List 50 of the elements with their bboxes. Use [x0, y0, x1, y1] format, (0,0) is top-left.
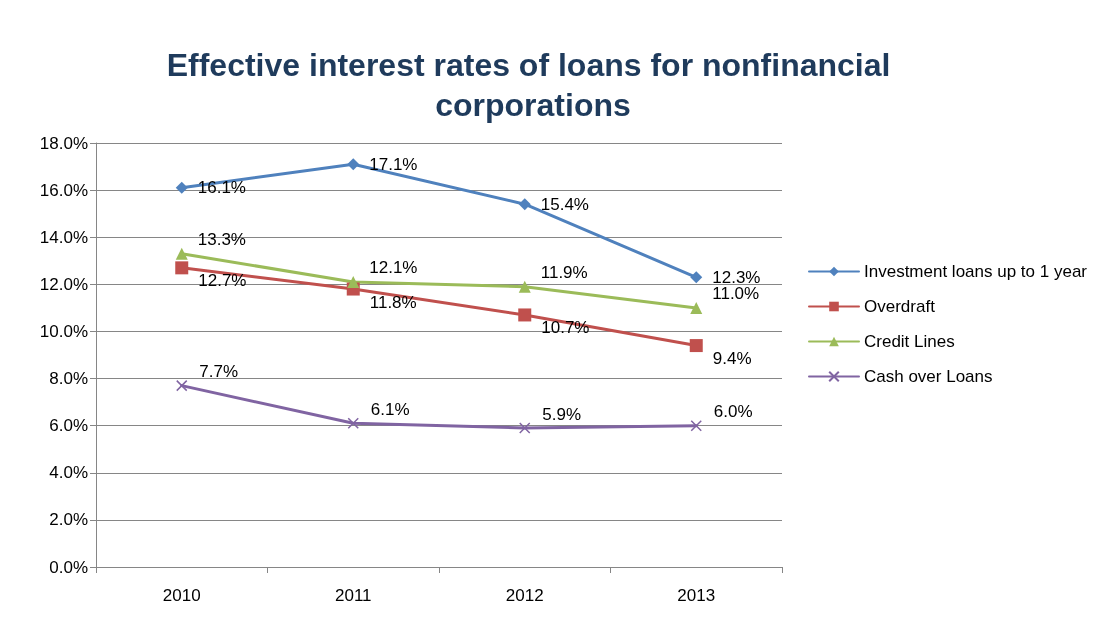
point [347, 158, 360, 171]
point [690, 271, 703, 284]
legend-label: Cash over Loans [864, 367, 993, 386]
y-tick-label: 0.0% [49, 557, 88, 577]
data-label: 16.1% [197, 178, 246, 198]
point [518, 280, 531, 293]
data-label: 15.4% [540, 194, 589, 214]
y-tick-label: 4.0% [49, 463, 88, 483]
data-label: 6.1% [370, 399, 410, 419]
data-label: 17.1% [369, 154, 418, 174]
data-label: 7.7% [199, 362, 238, 382]
data-label: 11.9% [540, 263, 588, 283]
point [175, 261, 189, 275]
legend-label: Credit Lines [864, 332, 955, 351]
legend-label: Investment loans up to 1 year [864, 262, 1088, 281]
point [347, 275, 360, 288]
x-tick-label: 2012 [505, 586, 544, 605]
y-tick-label: 18.0% [39, 133, 88, 153]
legend-label: Overdraft [864, 297, 936, 316]
x-tick-label: 2010 [162, 586, 201, 605]
x-tick-label: 2011 [334, 586, 372, 605]
y-tick-label: 12.0% [39, 274, 88, 294]
data-label: 12.3% [712, 267, 761, 287]
data-label: 12.1% [369, 258, 418, 278]
y-tick-label: 8.0% [49, 369, 88, 389]
point [518, 308, 532, 322]
data-label: 9.4% [712, 349, 752, 369]
point [690, 419, 702, 432]
data-label: 13.3% [197, 230, 246, 250]
point [518, 198, 531, 211]
y-tick-label: 16.0% [39, 180, 88, 200]
point [689, 339, 703, 353]
data-label: 11.8% [369, 292, 417, 312]
data-label: 12.7% [198, 271, 247, 291]
chart-title: Effective interest rates of loans for nonfinancial corporations [166, 47, 900, 123]
x-tick-label: 2013 [677, 586, 716, 605]
point [175, 181, 188, 194]
point [347, 417, 359, 430]
data-label: 5.9% [542, 404, 581, 424]
point [519, 422, 531, 434]
data-label: 6.0% [713, 402, 753, 422]
point [176, 379, 188, 392]
y-tick-label: 10.0% [39, 321, 88, 341]
point [175, 247, 188, 260]
data-label: 11.0% [712, 284, 760, 304]
y-tick-label: 2.0% [49, 510, 88, 530]
y-tick-label: 6.0% [49, 416, 88, 436]
point [690, 301, 703, 314]
y-tick-label: 14.0% [39, 227, 88, 247]
data-label: 10.7% [541, 318, 590, 338]
